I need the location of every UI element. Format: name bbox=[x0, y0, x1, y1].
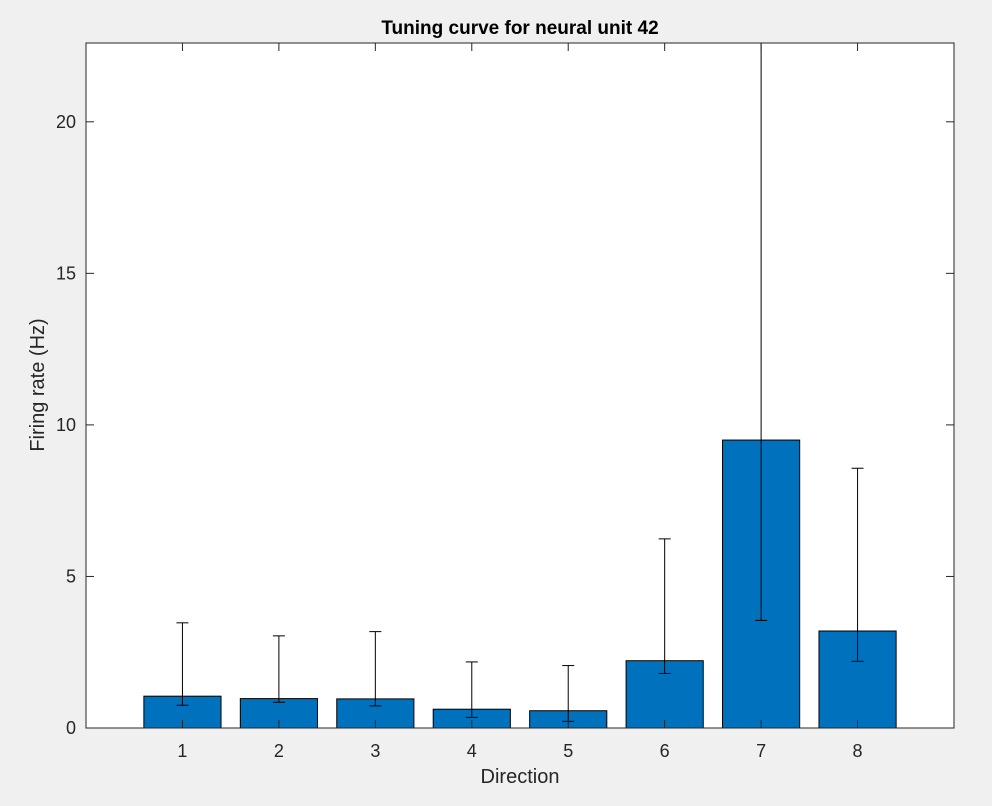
error-bar-direction-1 bbox=[176, 622, 189, 706]
x-tick-label-6: 6 bbox=[660, 741, 670, 761]
plot-frame bbox=[85, 42, 955, 729]
x-axis-ticks: 1 2 3 4 5 6 7 8 bbox=[177, 43, 863, 761]
x-axis-label: Direction bbox=[481, 766, 560, 788]
y-axis-label: Firing rate (Hz) bbox=[27, 318, 49, 451]
x-tick-label-7: 7 bbox=[756, 741, 766, 761]
y-tick-label-5: 5 bbox=[66, 566, 76, 586]
chart-title: Tuning curve for neural unit 42 bbox=[381, 18, 658, 39]
y-tick-label-0: 0 bbox=[66, 718, 76, 738]
plot-area bbox=[86, 43, 954, 728]
y-tick-label-10: 10 bbox=[56, 415, 76, 435]
error-bar-direction-8 bbox=[851, 467, 864, 662]
x-tick-label-2: 2 bbox=[274, 741, 284, 761]
error-bar-direction-6 bbox=[658, 538, 671, 674]
error-bar-direction-3 bbox=[369, 631, 382, 707]
x-tick-label-1: 1 bbox=[177, 741, 187, 761]
error-bars-layer bbox=[176, 42, 864, 722]
x-tick-label-4: 4 bbox=[467, 741, 477, 761]
error-bar-direction-2 bbox=[272, 635, 285, 703]
error-bar-direction-4 bbox=[465, 661, 478, 718]
y-tick-label-20: 20 bbox=[56, 112, 76, 132]
y-axis-ticks: 0 5 10 15 20 bbox=[56, 112, 954, 738]
x-tick-label-3: 3 bbox=[370, 741, 380, 761]
y-tick-label-15: 15 bbox=[56, 263, 76, 283]
x-tick-label-8: 8 bbox=[853, 741, 863, 761]
x-tick-label-5: 5 bbox=[563, 741, 573, 761]
